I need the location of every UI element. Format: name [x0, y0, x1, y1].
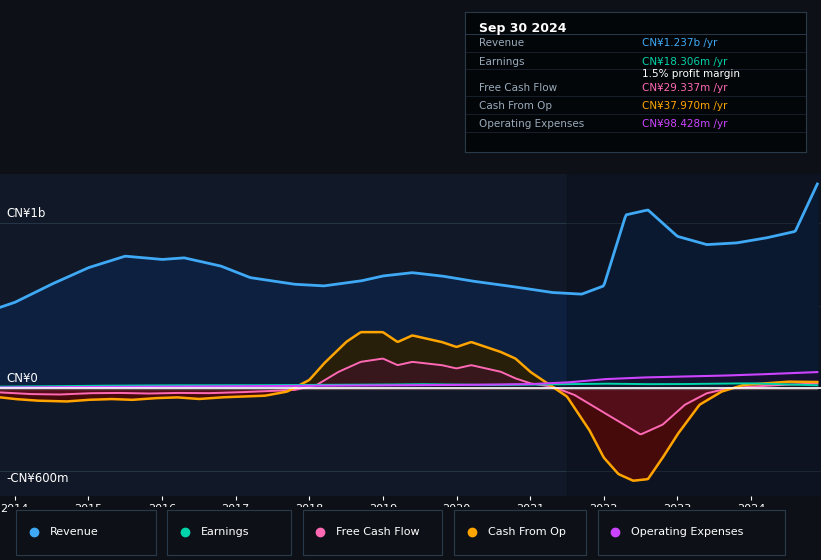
Text: CN¥0: CN¥0 [7, 372, 39, 385]
Text: CN¥1b: CN¥1b [7, 207, 46, 220]
Text: Sep 30 2024: Sep 30 2024 [479, 22, 566, 35]
Text: Earnings: Earnings [479, 57, 524, 67]
Text: Cash From Op: Cash From Op [488, 527, 566, 537]
Text: Operating Expenses: Operating Expenses [479, 119, 584, 129]
Text: Free Cash Flow: Free Cash Flow [479, 83, 557, 94]
Text: Free Cash Flow: Free Cash Flow [337, 527, 420, 537]
Text: 1.5% profit margin: 1.5% profit margin [642, 69, 741, 80]
Text: Operating Expenses: Operating Expenses [631, 527, 743, 537]
Text: CN¥18.306m /yr: CN¥18.306m /yr [642, 57, 727, 67]
Text: Revenue: Revenue [49, 527, 99, 537]
Text: Revenue: Revenue [479, 39, 524, 49]
Text: Cash From Op: Cash From Op [479, 101, 552, 111]
Text: CN¥98.428m /yr: CN¥98.428m /yr [642, 119, 728, 129]
Polygon shape [567, 174, 821, 496]
Text: Earnings: Earnings [201, 527, 250, 537]
Text: CN¥1.237b /yr: CN¥1.237b /yr [642, 39, 718, 49]
Text: CN¥37.970m /yr: CN¥37.970m /yr [642, 101, 727, 111]
Text: -CN¥600m: -CN¥600m [7, 472, 69, 484]
Text: CN¥29.337m /yr: CN¥29.337m /yr [642, 83, 728, 94]
